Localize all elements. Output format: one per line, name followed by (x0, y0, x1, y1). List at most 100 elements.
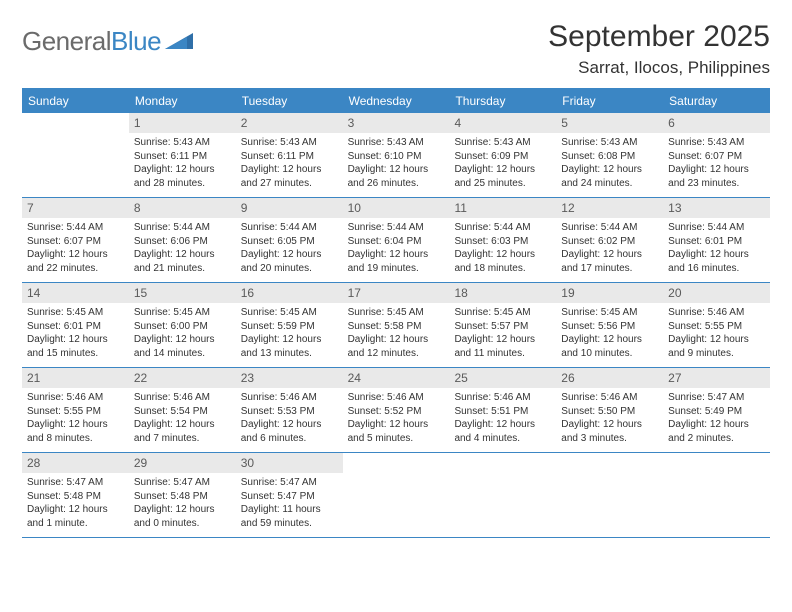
day-cell: 14Sunrise: 5:45 AMSunset: 6:01 PMDayligh… (22, 283, 129, 367)
day-cell: 30Sunrise: 5:47 AMSunset: 5:47 PMDayligh… (236, 453, 343, 537)
sunset-text: Sunset: 6:04 PM (348, 235, 445, 249)
calendar: Sunday Monday Tuesday Wednesday Thursday… (22, 88, 770, 538)
day-cell: 24Sunrise: 5:46 AMSunset: 5:52 PMDayligh… (343, 368, 450, 452)
day-cell (343, 453, 450, 537)
day-cell: 25 Sunrise: 5:46 AMSunset: 5:51 PMDayligh… (449, 368, 556, 452)
sunrise-text: Sunrise: 5:46 AM (27, 391, 124, 405)
daylight-text: Daylight: 12 hours and 20 minutes. (241, 248, 338, 275)
daylight-text: Daylight: 12 hours and 21 minutes. (134, 248, 231, 275)
sunrise-text: Sunrise: 5:46 AM (561, 391, 658, 405)
day-cell: 5Sunrise: 5:43 AMSunset: 6:08 PMDaylight… (556, 113, 663, 197)
day-cell: 17Sunrise: 5:45 AMSunset: 5:58 PMDayligh… (343, 283, 450, 367)
day-body: Sunrise: 5:45 AMSunset: 6:01 PMDaylight:… (22, 303, 129, 365)
weeks-container: 1Sunrise: 5:43 AMSunset: 6:11 PMDaylight… (22, 113, 770, 538)
day-cell: 4Sunrise: 5:43 AMSunset: 6:09 PMDaylight… (449, 113, 556, 197)
daylight-text: Daylight: 12 hours and 2 minutes. (668, 418, 765, 445)
day-body: Sunrise: 5:44 AMSunset: 6:02 PMDaylight:… (556, 218, 663, 280)
sunset-text: Sunset: 5:52 PM (348, 405, 445, 419)
week-row: 7Sunrise: 5:44 AMSunset: 6:07 PMDaylight… (22, 198, 770, 283)
day-cell: 28Sunrise: 5:47 AMSunset: 5:48 PMDayligh… (22, 453, 129, 537)
daylight-text: Daylight: 12 hours and 23 minutes. (668, 163, 765, 190)
day-body: Sunrise: 5:45 AMSunset: 5:57 PMDaylight:… (449, 303, 556, 365)
sunrise-text: Sunrise: 5:45 AM (561, 306, 658, 320)
day-body: Sunrise: 5:43 AMSunset: 6:11 PMDaylight:… (236, 133, 343, 195)
sunrise-text: Sunrise: 5:47 AM (668, 391, 765, 405)
daylight-text: Daylight: 12 hours and 4 minutes. (454, 418, 551, 445)
day-number: 6 (663, 113, 770, 133)
day-number: 25 (449, 368, 556, 388)
sunrise-text: Sunrise: 5:45 AM (134, 306, 231, 320)
day-body: Sunrise: 5:47 AMSunset: 5:47 PMDaylight:… (236, 473, 343, 535)
sunset-text: Sunset: 6:10 PM (348, 150, 445, 164)
day-body: Sunrise: 5:46 AMSunset: 5:54 PMDaylight:… (129, 388, 236, 450)
day-body: Sunrise: 5:46 AMSunset: 5:52 PMDaylight:… (343, 388, 450, 450)
day-cell: 21Sunrise: 5:46 AMSunset: 5:55 PMDayligh… (22, 368, 129, 452)
sunset-text: Sunset: 6:01 PM (27, 320, 124, 334)
sunrise-text: Sunrise: 5:46 AM (134, 391, 231, 405)
day-body: Sunrise: 5:47 AMSunset: 5:49 PMDaylight:… (663, 388, 770, 450)
sunset-text: Sunset: 6:08 PM (561, 150, 658, 164)
daylight-text: Daylight: 12 hours and 9 minutes. (668, 333, 765, 360)
daylight-text: Daylight: 12 hours and 7 minutes. (134, 418, 231, 445)
sunrise-text: Sunrise: 5:44 AM (134, 221, 231, 235)
day-cell: 2Sunrise: 5:43 AMSunset: 6:11 PMDaylight… (236, 113, 343, 197)
daylight-text: Daylight: 12 hours and 14 minutes. (134, 333, 231, 360)
day-number: 12 (556, 198, 663, 218)
sunrise-text: Sunrise: 5:44 AM (668, 221, 765, 235)
day-number: 13 (663, 198, 770, 218)
day-header: Saturday (663, 90, 770, 113)
day-cell: 26Sunrise: 5:46 AMSunset: 5:50 PMDayligh… (556, 368, 663, 452)
day-cell: 7Sunrise: 5:44 AMSunset: 6:07 PMDaylight… (22, 198, 129, 282)
sunset-text: Sunset: 6:03 PM (454, 235, 551, 249)
day-number: 30 (236, 453, 343, 473)
month-title: September 2025 (548, 20, 770, 54)
sunset-text: Sunset: 5:58 PM (348, 320, 445, 334)
day-cell: 15Sunrise: 5:45 AMSunset: 6:00 PMDayligh… (129, 283, 236, 367)
sunset-text: Sunset: 5:50 PM (561, 405, 658, 419)
day-body: Sunrise: 5:43 AMSunset: 6:09 PMDaylight:… (449, 133, 556, 195)
day-body: Sunrise: 5:44 AMSunset: 6:01 PMDaylight:… (663, 218, 770, 280)
daylight-text: Daylight: 12 hours and 0 minutes. (134, 503, 231, 530)
sunset-text: Sunset: 5:53 PM (241, 405, 338, 419)
day-number: 21 (22, 368, 129, 388)
sunrise-text: Sunrise: 5:46 AM (348, 391, 445, 405)
day-cell (556, 453, 663, 537)
sunset-text: Sunset: 5:54 PM (134, 405, 231, 419)
sunset-text: Sunset: 6:09 PM (454, 150, 551, 164)
sunrise-text: Sunrise: 5:45 AM (454, 306, 551, 320)
day-cell: 3Sunrise: 5:43 AMSunset: 6:10 PMDaylight… (343, 113, 450, 197)
daylight-text: Daylight: 12 hours and 5 minutes. (348, 418, 445, 445)
day-body: Sunrise: 5:47 AMSunset: 5:48 PMDaylight:… (129, 473, 236, 535)
day-body: Sunrise: 5:46 AMSunset: 5:55 PMDaylight:… (22, 388, 129, 450)
sunset-text: Sunset: 5:51 PM (454, 405, 551, 419)
daylight-text: Daylight: 12 hours and 19 minutes. (348, 248, 445, 275)
sunrise-text: Sunrise: 5:45 AM (241, 306, 338, 320)
day-body: Sunrise: 5:43 AMSunset: 6:11 PMDaylight:… (129, 133, 236, 195)
day-number: 5 (556, 113, 663, 133)
sunrise-text: Sunrise: 5:43 AM (454, 136, 551, 150)
sunrise-text: Sunrise: 5:43 AM (561, 136, 658, 150)
day-body: Sunrise: 5:45 AMSunset: 5:58 PMDaylight:… (343, 303, 450, 365)
sunset-text: Sunset: 6:02 PM (561, 235, 658, 249)
sunrise-text: Sunrise: 5:46 AM (454, 391, 551, 405)
day-number: 17 (343, 283, 450, 303)
sunrise-text: Sunrise: 5:47 AM (134, 476, 231, 490)
day-body: Sunrise: 5:44 AMSunset: 6:04 PMDaylight:… (343, 218, 450, 280)
sunrise-text: Sunrise: 5:44 AM (348, 221, 445, 235)
sunset-text: Sunset: 5:47 PM (241, 490, 338, 504)
day-body: Sunrise: 5:45 AMSunset: 5:59 PMDaylight:… (236, 303, 343, 365)
day-header: Thursday (449, 90, 556, 113)
sunset-text: Sunset: 6:11 PM (241, 150, 338, 164)
day-body: Sunrise: 5:43 AMSunset: 6:10 PMDaylight:… (343, 133, 450, 195)
day-cell: 6Sunrise: 5:43 AMSunset: 6:07 PMDaylight… (663, 113, 770, 197)
day-header-row: Sunday Monday Tuesday Wednesday Thursday… (22, 90, 770, 113)
day-cell: 19Sunrise: 5:45 AMSunset: 5:56 PMDayligh… (556, 283, 663, 367)
day-number: 4 (449, 113, 556, 133)
sunset-text: Sunset: 6:07 PM (668, 150, 765, 164)
sunset-text: Sunset: 5:48 PM (134, 490, 231, 504)
day-number: 20 (663, 283, 770, 303)
logo-text-general: General (22, 26, 111, 57)
day-number: 2 (236, 113, 343, 133)
daylight-text: Daylight: 11 hours and 59 minutes. (241, 503, 338, 530)
logo-text-blue: Blue (111, 26, 161, 57)
